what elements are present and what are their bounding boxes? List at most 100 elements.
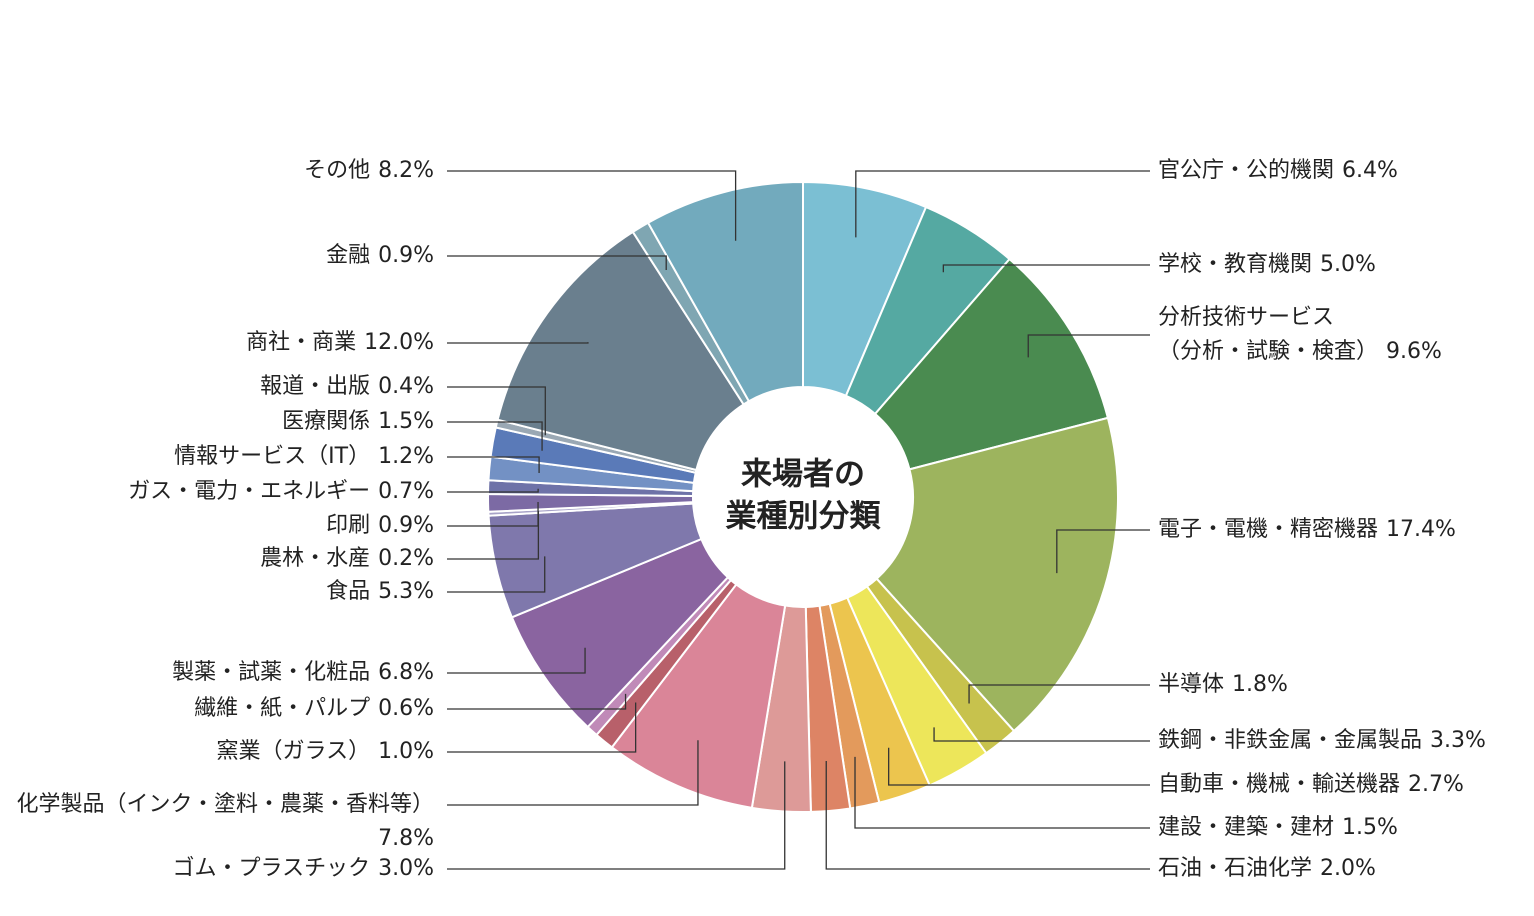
category-label: ゴム・プラスチック: [172, 856, 371, 881]
value-label: 5.3%: [378, 579, 434, 604]
category-label: 半導体: [1158, 672, 1225, 697]
category-label: 学校・教育機関: [1158, 252, 1313, 277]
value-label: 2.0%: [1320, 856, 1376, 881]
leader-line: [447, 761, 786, 870]
category-label: 自動車・機械・輸送機器: [1158, 772, 1401, 797]
slice-label: ゴム・プラスチック 3.0%: [173, 852, 434, 886]
slice-label: その他 8.2%: [304, 154, 434, 188]
slice-label: 食品 5.3%: [326, 575, 434, 609]
slice-label: 農林・水産 0.2%: [260, 542, 434, 576]
category-label: その他: [304, 158, 371, 183]
value-label: 5.0%: [1320, 252, 1376, 277]
slice-label: 石油・石油化学 2.0%: [1158, 852, 1376, 886]
value-label: 9.6%: [1386, 339, 1442, 364]
value-label: 0.4%: [378, 374, 434, 399]
slice-label: 学校・教育機関 5.0%: [1158, 248, 1376, 282]
leader-line: [447, 740, 699, 806]
leader-line: [447, 456, 540, 473]
category-label: 建設・建築・建材: [1158, 815, 1335, 840]
value-label: 1.5%: [1342, 815, 1398, 840]
center-title: 業種別分類: [726, 499, 882, 535]
slice-label: 情報サービス（IT） 1.2%: [174, 440, 434, 474]
value-label: 2.7%: [1408, 772, 1464, 797]
slice-label: 医療関係 1.5%: [282, 405, 434, 439]
leader-line: [447, 488, 539, 493]
slice-label: 窯業（ガラス） 1.0%: [217, 735, 434, 769]
slice: [646, 180, 804, 403]
category-label: 農林・水産: [260, 546, 371, 571]
value-label: 1.2%: [378, 444, 434, 469]
slice-label: 官公庁・公的機関 6.4%: [1158, 154, 1398, 188]
value-label: 7.8%: [378, 826, 434, 851]
leader-line: [933, 727, 1150, 742]
value-label: 8.2%: [378, 158, 434, 183]
category-label: 商社・商業: [246, 330, 357, 355]
leader-line: [968, 684, 1150, 704]
leader-line: [1027, 334, 1150, 358]
category-label: 印刷: [326, 513, 371, 538]
value-label: 3.3%: [1430, 728, 1486, 753]
value-label: 0.9%: [378, 513, 434, 538]
value-label: 17.4%: [1386, 517, 1456, 542]
leader-line: [854, 756, 1150, 829]
leader-line: [447, 501, 539, 527]
value-label: 12.0%: [364, 330, 434, 355]
slice-label: 電子・電機・精密機器 17.4%: [1158, 513, 1456, 547]
leader-line: [447, 647, 586, 674]
category-label: 食品: [326, 579, 371, 604]
value-label: 1.8%: [1232, 672, 1288, 697]
value-label: 6.8%: [378, 660, 434, 685]
category-label: 分析技術サービス （分析・試験・検査）: [1158, 305, 1379, 364]
category-label: 鉄鋼・非鉄金属・金属製品: [1158, 728, 1423, 753]
value-label: 0.9%: [378, 243, 434, 268]
slice-label: 分析技術サービス （分析・試験・検査） 9.6%: [1158, 301, 1442, 369]
value-label: 1.0%: [378, 739, 434, 764]
value-label: 6.4%: [1342, 158, 1398, 183]
category-label: 窯業（ガラス）: [216, 739, 371, 764]
value-label: 1.5%: [378, 409, 434, 434]
category-label: 金融: [326, 243, 371, 268]
leader-line: [447, 255, 667, 271]
category-label: ガス・電力・エネルギー: [128, 479, 371, 504]
value-label: 0.7%: [378, 479, 434, 504]
category-label: 化学製品（インク・塗料・農薬・香料等）: [16, 792, 434, 817]
donut-hole: [693, 387, 913, 607]
category-label: 報道・出版: [260, 374, 371, 399]
slice-label: 商社・商業 12.0%: [246, 326, 434, 360]
leader-line: [888, 747, 1150, 786]
value-label: 0.2%: [378, 546, 434, 571]
slice-label: 化学製品（インク・塗料・農薬・香料等） 7.8%: [0, 788, 434, 856]
slice-label: 半導体 1.8%: [1158, 668, 1288, 702]
slice-label: 建設・建築・建材 1.5%: [1158, 811, 1398, 845]
slice-label: 自動車・機械・輸送機器 2.7%: [1158, 768, 1464, 802]
category-label: 医療関係: [282, 409, 371, 434]
leader-line: [942, 264, 1150, 273]
leader-line: [447, 693, 627, 710]
category-label: 官公庁・公的機関: [1158, 158, 1335, 183]
center-title: 来場者の: [741, 457, 865, 493]
category-label: 電子・電機・精密機器: [1158, 517, 1379, 542]
value-label: 0.6%: [378, 696, 434, 721]
slice-label: 金融 0.9%: [326, 239, 434, 273]
category-label: 情報サービス（IT）: [174, 444, 371, 469]
leader-line: [1056, 529, 1150, 574]
leader-line: [447, 342, 589, 344]
leader-line: [447, 702, 637, 753]
category-label: 繊維・紙・パルプ: [194, 696, 371, 721]
leader-line: [447, 511, 540, 560]
slice-label: 印刷 0.9%: [326, 509, 434, 543]
slice-label: 製薬・試薬・化粧品 6.8%: [172, 656, 434, 690]
category-label: 製薬・試薬・化粧品: [172, 660, 371, 685]
slice-label: 鉄鋼・非鉄金属・金属製品 3.3%: [1158, 724, 1486, 758]
value-label: 3.0%: [378, 856, 434, 881]
leader-line: [825, 760, 1150, 870]
slice-label: ガス・電力・エネルギー 0.7%: [128, 475, 434, 509]
leader-line: [447, 421, 543, 451]
leader-line: [447, 556, 546, 593]
leader-line: [855, 170, 1150, 238]
category-label: 石油・石油化学: [1158, 856, 1313, 881]
slice-label: 報道・出版 0.4%: [260, 370, 434, 404]
slice-label: 繊維・紙・パルプ 0.6%: [194, 692, 434, 726]
